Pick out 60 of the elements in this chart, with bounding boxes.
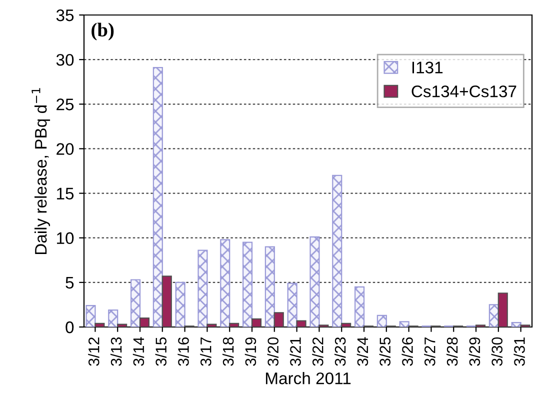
y-tick-label: 30 [56,54,74,66]
x-tick-label: 3/25 [379,337,390,366]
bar [376,314,387,327]
y-tick-label: 20 [56,143,74,155]
bar [94,322,105,327]
y-tick-label: 15 [57,188,74,200]
x-tick-label: 3/17 [200,337,212,366]
x-tick-label: 3/15 [155,337,166,366]
x-tick-label: 3/24 [356,337,368,366]
bar [108,310,118,327]
x-tick-label: 3/21 [290,337,301,366]
bar [310,236,320,327]
bar [130,279,141,327]
y-tick-label: 0 [66,321,74,334]
x-tick-label: 3/30 [491,337,502,366]
bar [296,320,306,327]
x-tick-label: 3/22 [312,337,324,366]
bar [229,322,240,327]
x-tick-label: 3/20 [267,337,278,366]
bar [498,292,508,327]
bar [198,250,208,327]
bar [264,246,275,327]
x-tick-label: 3/13 [110,337,122,366]
x-tick-label: 3/14 [132,337,144,366]
x-tick-label: 3/29 [468,337,480,366]
bar [341,322,352,327]
x-tick-label: 3/23 [334,337,346,366]
bar [251,318,262,327]
bar [332,174,342,327]
bar [511,322,522,327]
bar [206,324,217,327]
x-tick-label: 3/28 [446,337,458,366]
x-axis-title: March 2011 [266,372,351,384]
y-axis-title: Daily release, PBq d$^{−1}$ [32,88,50,254]
legend-label: Cs134+Cs137 [412,86,516,98]
bar [86,305,96,327]
bar [139,318,150,327]
bar [287,282,298,327]
x-tick-label: 3/18 [222,337,234,366]
x-tick-label: 3/19 [244,337,256,366]
x-tick-label: 3/26 [402,337,413,366]
y-tick-label: 10 [57,232,74,244]
bar [220,239,230,327]
bar [274,312,284,327]
bar [242,242,253,327]
bar [399,321,410,327]
y-tick-label: 35 [56,9,74,22]
bar [117,324,128,327]
bar [175,282,186,327]
annotation: (b) [92,22,114,40]
x-tick-label: 3/16 [178,337,189,366]
x-tick-label: 3/12 [88,337,100,366]
x-tick-label: 3/31 [514,337,525,366]
x-tick-label: 3/27 [424,337,436,366]
y-tick-label: 5 [66,277,74,289]
bar [354,286,365,327]
legend-label: I131 [412,62,443,74]
bar [152,67,163,327]
y-tick-label: 25 [56,98,74,110]
bar [488,304,499,327]
